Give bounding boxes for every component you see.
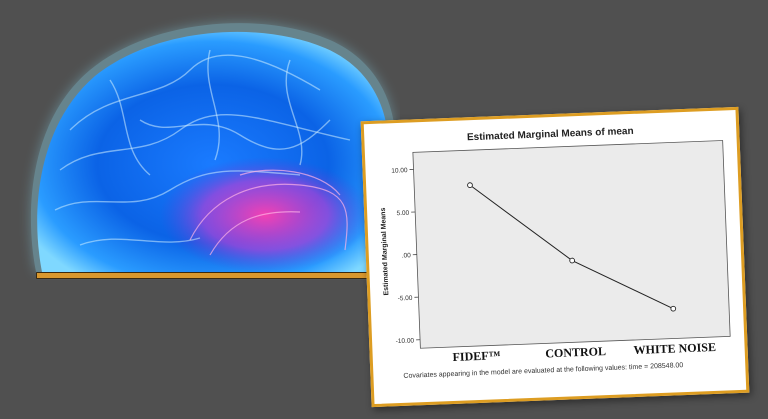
x-tick-label: CONTROL [545,344,606,360]
y-tick-label: -5.00 [398,295,413,303]
brain-shelf [36,272,390,279]
data-point [670,305,677,312]
y-tick-label: -10.00 [396,337,415,345]
plot-area [412,140,731,349]
x-tick-label: FIDEF™ [452,348,501,364]
chart-svg: 10.00 5.00 .00 -5.00 -10.00 Estimated Margina… [380,140,731,364]
y-tick-label: .00 [402,252,412,259]
brain-core-folds [189,169,348,256]
y-axis-label: Estimated Marginal Means [380,207,390,295]
y-tick-label: 5.00 [396,210,409,217]
y-tick-label: 10.00 [391,167,408,175]
chart-card: 10.00 5.00 .00 -5.00 -10.00 Estimated Margina… [360,106,750,408]
brain-illustration [30,23,396,273]
data-point [569,257,575,264]
brain-core [160,157,370,273]
x-tick-label: WHITE NOISE [633,340,716,357]
data-point [467,182,473,188]
